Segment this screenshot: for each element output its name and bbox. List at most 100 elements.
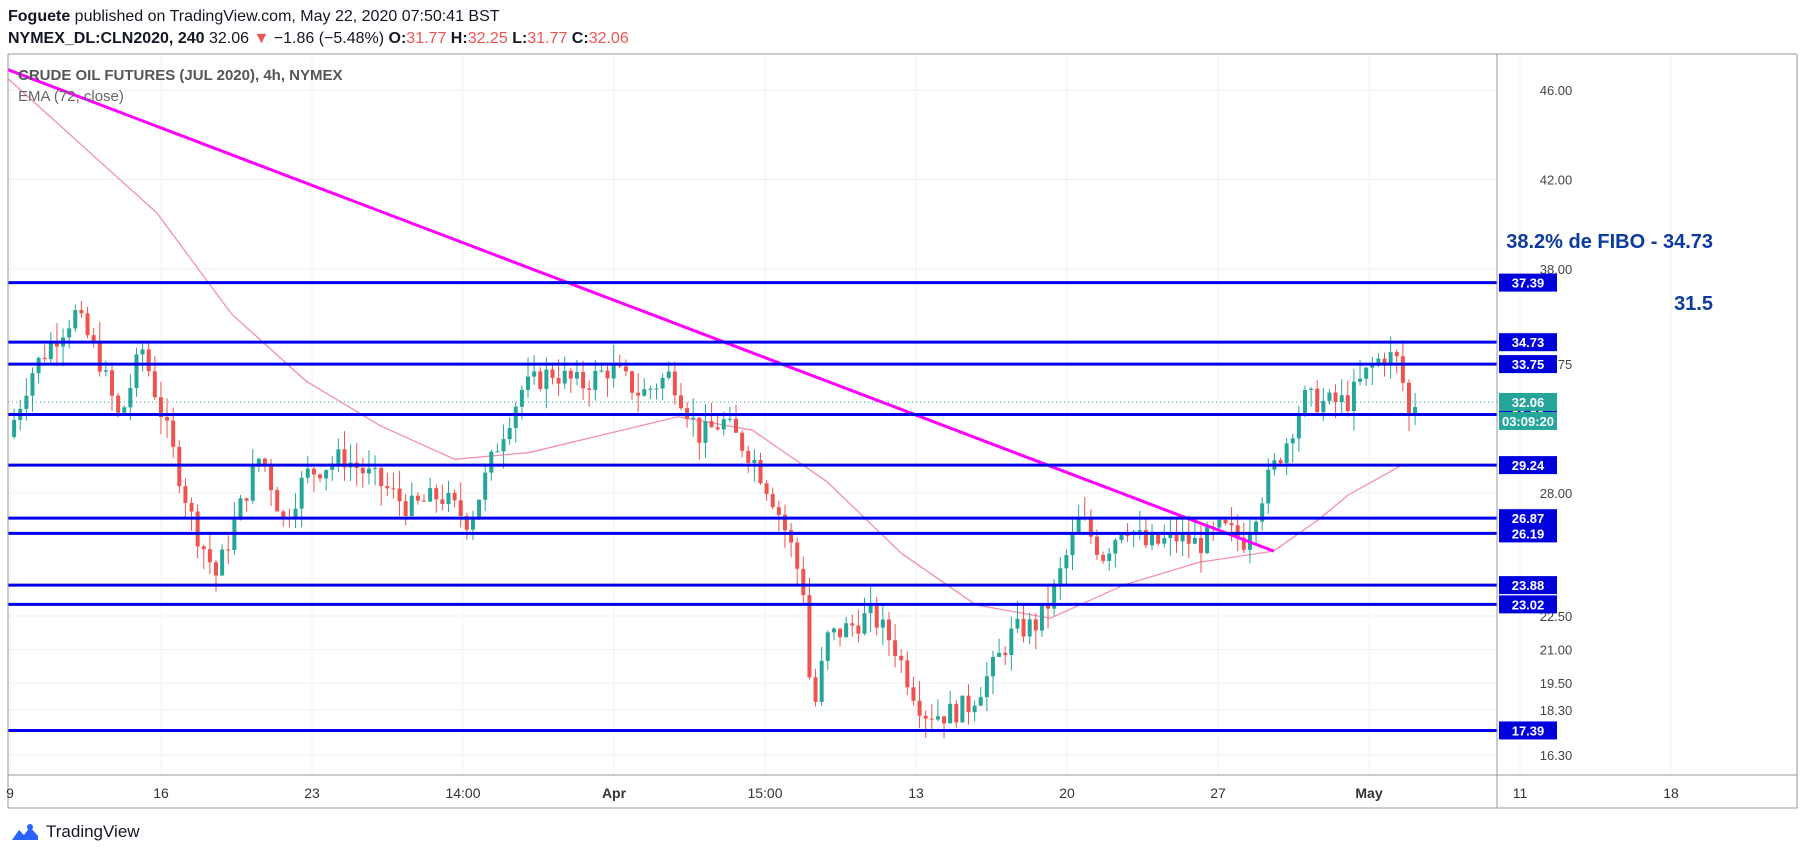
candle-body <box>605 370 610 379</box>
y-tick-label: 42.00 <box>1540 172 1573 187</box>
candle-body <box>568 370 573 379</box>
candle-body <box>1162 538 1167 544</box>
x-tick-label: 20 <box>1059 785 1075 801</box>
low-label: L: <box>512 30 528 47</box>
candle-body <box>581 372 586 389</box>
candle-body <box>483 472 488 500</box>
trendline-path <box>7 68 1275 553</box>
candle-body <box>1009 628 1014 656</box>
candle-body <box>1058 568 1063 584</box>
candle-body <box>630 371 635 393</box>
candle-body <box>1125 534 1130 536</box>
candle-body <box>1174 532 1179 542</box>
change-arrow-icon: ▼ <box>253 30 270 47</box>
candle-body <box>464 516 469 530</box>
candle-body <box>1088 518 1093 537</box>
candle-body <box>734 418 739 433</box>
candle-body <box>48 341 53 360</box>
candle-body <box>1339 395 1344 403</box>
candle-body <box>470 518 475 530</box>
candle-body <box>1400 356 1405 383</box>
candle-body <box>727 418 732 420</box>
candle-body <box>342 449 347 468</box>
x-tick-label: May <box>1355 785 1382 801</box>
candle-body <box>24 395 29 409</box>
candle-body <box>122 407 127 413</box>
candle-body <box>1143 530 1148 546</box>
candle-body <box>446 492 451 504</box>
candle-body <box>269 464 274 491</box>
tradingview-brand[interactable]: TradingView <box>10 822 140 842</box>
candle-body <box>562 370 567 384</box>
ema-path <box>7 78 1401 619</box>
candle-body <box>1137 530 1142 532</box>
candle-body <box>746 450 751 463</box>
candle-body <box>948 703 953 724</box>
candle-body <box>715 427 720 430</box>
candle-body <box>1180 533 1185 542</box>
candle-body <box>1150 535 1155 546</box>
candle-body <box>1101 554 1106 561</box>
candle-body <box>709 421 714 428</box>
published-text: published on TradingView.com, May 22, 20… <box>74 8 500 25</box>
candle-body <box>1198 537 1203 554</box>
candle-body <box>1364 367 1369 379</box>
candle-body <box>1388 352 1393 364</box>
candle-body <box>128 388 133 408</box>
level-badge-label: 26.19 <box>1512 526 1545 541</box>
candle-body <box>642 389 647 396</box>
candle-body <box>299 477 304 509</box>
candle-body <box>1076 517 1081 533</box>
candle-body <box>1027 619 1032 637</box>
candle-body <box>1052 583 1057 609</box>
candle-body <box>1186 533 1191 544</box>
candle-body <box>997 652 1002 657</box>
chart-frame <box>7 53 1798 809</box>
last-price-label: 32.06 <box>1512 395 1545 410</box>
candle-body <box>1254 521 1259 534</box>
close-label: C: <box>571 30 589 47</box>
candle-body <box>752 460 757 463</box>
candle-body <box>214 562 219 576</box>
candle-body <box>434 488 439 500</box>
candle-body <box>795 542 800 569</box>
candle-body <box>954 703 959 723</box>
candle-body <box>1119 534 1124 541</box>
close-value: 32.06 <box>588 30 629 47</box>
candle-body <box>324 470 329 479</box>
y-tick-label: 16.30 <box>1540 748 1573 763</box>
level-badge-label: 29.24 <box>1512 458 1545 473</box>
candle-body <box>838 628 843 638</box>
candle-body <box>281 511 286 519</box>
candle-body <box>923 715 928 719</box>
candle-body <box>764 483 769 495</box>
y-tick-label: 28.00 <box>1540 486 1573 501</box>
levels[interactable] <box>8 281 1497 732</box>
candle-body <box>1192 537 1197 544</box>
candle-body <box>770 494 775 508</box>
candle-body <box>140 349 145 355</box>
candle-body <box>1413 407 1418 415</box>
candle-body <box>942 716 947 724</box>
candle-body <box>397 488 402 502</box>
level-badge-label: 37.39 <box>1512 276 1545 291</box>
legend-ema: EMA (72, close) <box>18 88 124 105</box>
level-badge <box>1499 721 1557 740</box>
candle-body <box>850 623 855 626</box>
legend-title: CRUDE OIL FUTURES (JUL 2020), 4h, NYMEX <box>18 67 343 84</box>
candle-body <box>880 619 885 628</box>
last-price-badge <box>1499 392 1557 411</box>
level-badge-label: 17.39 <box>1512 723 1545 738</box>
level-badge <box>1499 273 1557 292</box>
candle-body <box>1333 392 1338 403</box>
candle-body <box>158 397 163 418</box>
candle-body <box>1278 460 1283 464</box>
candle-body <box>905 660 910 688</box>
price-axis[interactable]: 46.0042.0038.0033.7528.0022.5021.0019.50… <box>1540 83 1573 763</box>
candle-body <box>911 687 916 701</box>
trendline[interactable] <box>7 68 1275 553</box>
level-badge-label: 23.02 <box>1512 597 1545 612</box>
candle-body <box>929 718 934 720</box>
